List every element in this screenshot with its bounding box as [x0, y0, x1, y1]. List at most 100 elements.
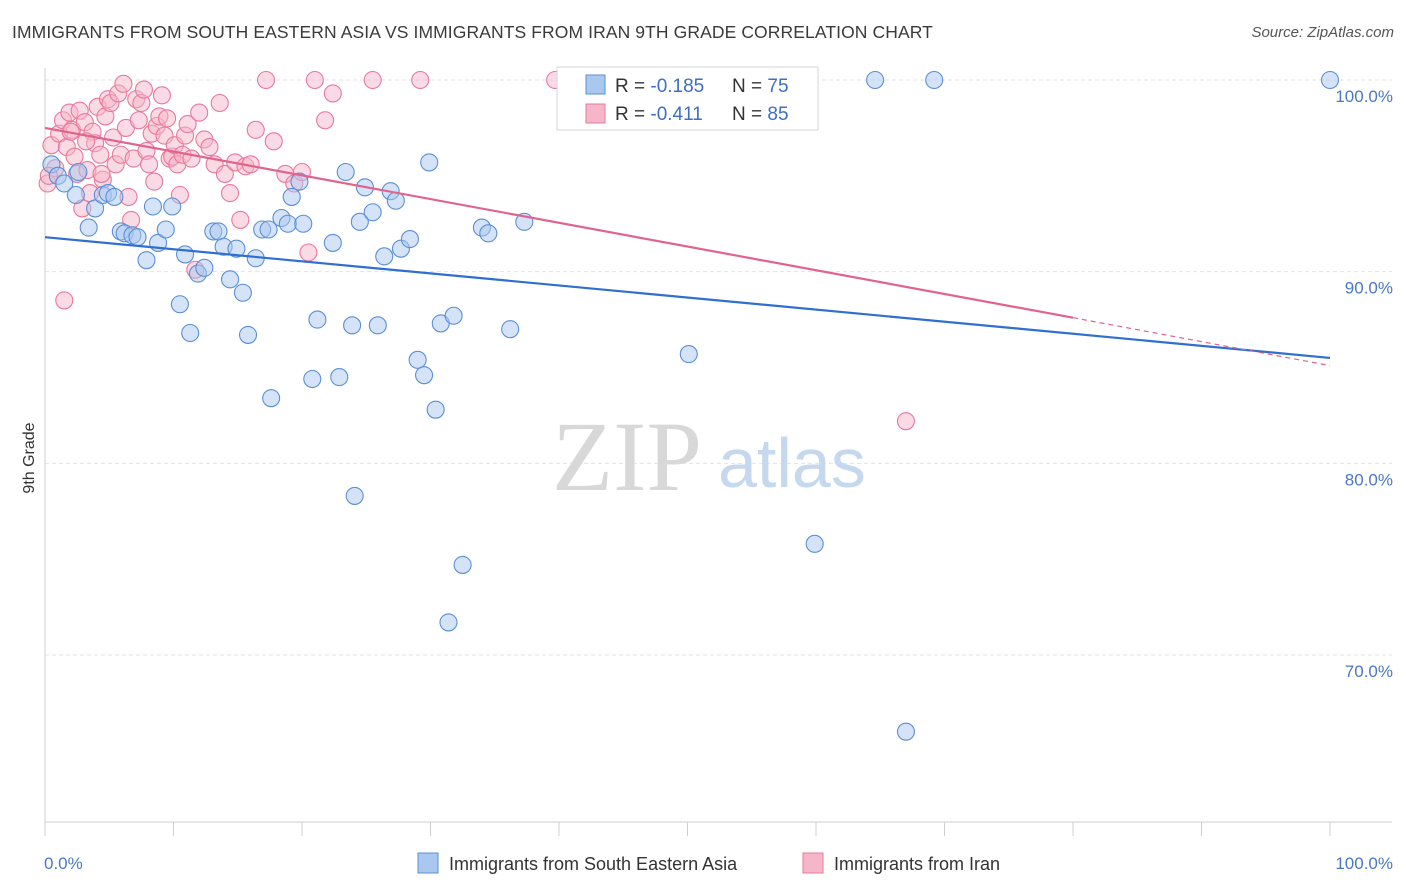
x-tick-label-max: 100.0% — [1335, 854, 1393, 873]
legend-swatch-iran — [802, 852, 824, 874]
stats-r-value-blue: -0.185 — [650, 76, 704, 97]
data-point-sea — [156, 220, 175, 239]
data-point-sea — [128, 228, 147, 247]
svg-text:R = -0.411: R = -0.411 — [615, 104, 703, 125]
stats-n-label-pink: N = — [732, 104, 767, 125]
data-point-sea — [220, 270, 240, 289]
data-point-sea — [866, 70, 885, 90]
y-tick-label: 90.0% — [1345, 279, 1393, 298]
data-point-sea — [282, 187, 301, 206]
data-point-sea — [259, 220, 278, 239]
data-point-iran — [363, 70, 382, 90]
stats-swatch-pink — [585, 103, 606, 124]
data-point-sea — [238, 325, 258, 344]
data-point-iran — [256, 70, 276, 90]
y-tick-label: 80.0% — [1345, 470, 1393, 489]
data-point-iran — [182, 149, 201, 168]
legend-label-iran: Immigrants from Iran — [834, 854, 1000, 874]
svg-text:N = 85: N = 85 — [732, 104, 789, 125]
data-point-iran — [896, 412, 916, 431]
data-point-sea — [69, 162, 88, 182]
data-point-sea — [345, 486, 364, 505]
data-point-sea — [163, 197, 182, 216]
data-point-sea — [679, 345, 698, 364]
x-tick-labels: 0.0% 100.0% — [44, 854, 1393, 873]
series-iran-points — [38, 70, 916, 431]
data-point-sea — [143, 197, 162, 216]
data-point-sea — [420, 153, 439, 172]
data-point-sea — [227, 239, 246, 258]
data-point-sea — [278, 214, 297, 233]
data-point-iran — [200, 138, 219, 157]
trend-line-iran-extension — [1072, 317, 1331, 367]
data-point-sea — [925, 70, 944, 90]
data-point-sea — [303, 369, 322, 389]
data-point-sea — [336, 162, 355, 182]
data-point-sea — [105, 187, 124, 206]
data-point-sea — [375, 247, 394, 266]
data-point-sea — [415, 366, 434, 385]
data-point-iran — [411, 70, 430, 90]
y-tick-label: 70.0% — [1345, 662, 1393, 681]
data-point-iran — [316, 111, 335, 130]
data-point-iran — [190, 103, 209, 122]
watermark-atlas: atlas — [718, 424, 866, 502]
data-point-sea — [368, 316, 387, 335]
data-point-sea — [262, 389, 281, 408]
data-point-iran — [220, 184, 240, 203]
data-point-iran — [231, 210, 250, 229]
data-point-sea — [896, 722, 916, 741]
data-point-sea — [209, 222, 228, 241]
stats-n-value-blue: 75 — [767, 76, 788, 97]
x-tick-label-min: 0.0% — [44, 854, 83, 873]
data-point-iran — [178, 115, 197, 134]
data-point-sea — [323, 233, 342, 252]
data-point-iran — [55, 291, 74, 310]
stats-n-value-pink: 85 — [767, 104, 788, 125]
stats-r-label-pink: R = — [615, 104, 650, 125]
watermark-zip: ZIP — [552, 401, 702, 512]
data-point-iran — [246, 120, 265, 139]
data-point-sea — [170, 295, 189, 314]
source-credit: Source: ZipAtlas.com — [1251, 24, 1394, 41]
data-point-iran — [158, 109, 177, 128]
data-point-sea — [439, 613, 458, 632]
trend-line-sea — [44, 236, 1331, 360]
stats-r-value-pink: -0.411 — [650, 104, 702, 125]
data-point-iran — [92, 164, 111, 183]
stats-n-label-blue: N = — [732, 76, 767, 97]
data-point-iran — [114, 74, 133, 93]
data-point-sea — [181, 323, 200, 343]
trend-lines — [44, 126, 1331, 367]
data-point-iran — [323, 84, 342, 103]
y-tick-label: 100.0% — [1335, 87, 1393, 106]
data-point-iran — [65, 147, 84, 166]
data-point-sea — [426, 400, 445, 419]
data-point-sea — [330, 368, 349, 387]
data-point-sea — [176, 245, 195, 264]
data-point-sea — [86, 199, 105, 218]
stats-r-label-blue: R = — [615, 76, 650, 97]
watermark: ZIP atlas — [552, 401, 866, 512]
data-point-sea — [400, 230, 419, 249]
data-point-sea — [294, 214, 313, 233]
data-point-sea — [501, 320, 520, 339]
stats-legend-box: R = -0.185 N = 75 R = -0.411 N = 85 — [556, 66, 819, 131]
series-legend: Immigrants from South Eastern Asia Immig… — [417, 852, 1000, 874]
data-point-iran — [152, 86, 171, 105]
data-point-sea — [479, 224, 498, 243]
data-point-sea — [453, 555, 472, 574]
chart-title: IMMIGRANTS FROM SOUTH EASTERN ASIA VS IM… — [12, 22, 933, 42]
data-point-sea — [79, 218, 98, 237]
data-point-sea — [343, 316, 362, 335]
data-point-iran — [140, 155, 159, 174]
legend-label-sea: Immigrants from South Eastern Asia — [449, 854, 738, 874]
data-point-iran — [305, 70, 324, 90]
stats-swatch-blue — [585, 74, 606, 95]
data-point-iran — [299, 243, 318, 262]
data-point-iran — [145, 172, 164, 191]
data-point-iran — [264, 132, 283, 151]
data-point-iran — [134, 80, 153, 99]
data-point-sea — [805, 534, 824, 553]
